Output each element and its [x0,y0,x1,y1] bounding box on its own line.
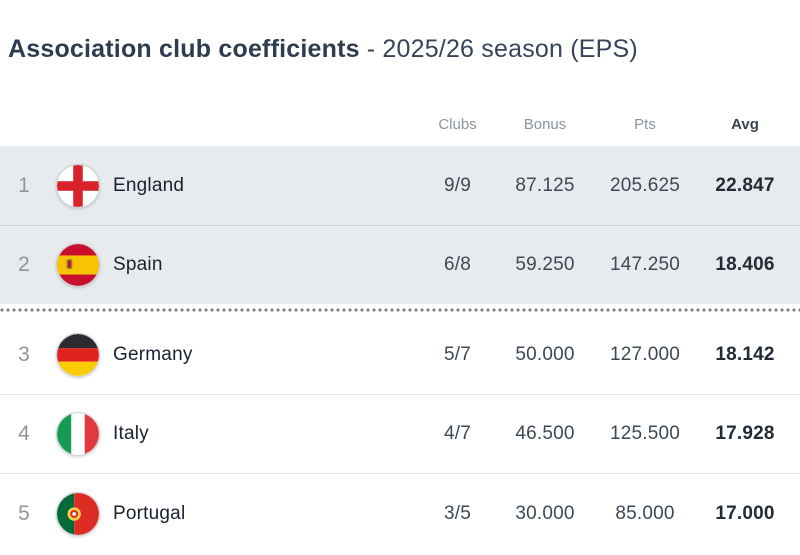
page-title: Association club coefficients - 2025/26 s… [8,34,800,64]
avg-value: 17.928 [715,423,775,444]
column-header-clubs: Clubs [438,116,477,133]
team-cell: Portugal [48,491,410,536]
rank-number: 1 [18,173,30,197]
rank-number: 3 [18,343,30,366]
clubs-value: 5/7 [443,344,471,365]
portugal-flag-icon [56,491,100,536]
bonus-value: 50.000 [515,344,575,365]
qualification-cutoff-separator [0,304,800,316]
clubs-value: 6/8 [443,254,471,275]
team-cell: Germany [48,333,410,377]
avg-value: 17.000 [715,502,775,524]
column-header-pts: Pts [634,116,656,133]
table-row[interactable]: 4 Italy 4/7 46.500 125.500 17.928 [0,395,800,474]
clubs-value: 9/9 [443,174,471,196]
pts-value: 205.625 [609,174,681,196]
page-title-season: - 2025/26 season (EPS) [366,35,638,63]
team-cell: England [48,163,410,208]
pts-value: 127.000 [609,344,681,365]
germany-flag-icon [56,333,100,377]
italy-flag-icon [56,412,100,456]
bonus-value: 87.125 [515,174,575,196]
bonus-value: 30.000 [515,502,575,524]
clubs-value: 3/5 [443,502,471,524]
page-title-main: Association club coefficients [8,35,360,63]
rank-number: 5 [18,501,30,525]
bonus-value: 46.500 [515,423,575,444]
table-row[interactable]: 3 Germany 5/7 50.000 127.000 18.142 [0,316,800,395]
country-name: England [113,174,185,196]
bonus-value: 59.250 [515,254,575,275]
table-row[interactable]: 2 Spain 6/8 59.250 147.250 18.406 [0,225,800,304]
avg-value: 18.142 [715,344,775,365]
table-header-row: Clubs Bonus Pts Avg [0,98,800,146]
team-cell: Italy [48,412,410,456]
country-name: Italy [113,423,149,444]
england-flag-icon [56,163,100,208]
column-header-bonus: Bonus [523,116,567,133]
avg-value: 22.847 [715,174,775,196]
table-row[interactable]: 5 Portugal 3/5 30.000 85.000 17.000 [0,474,800,553]
avg-value: 18.406 [715,254,775,275]
rank-number: 4 [18,422,30,445]
country-name: Spain [113,254,163,275]
pts-value: 85.000 [615,502,675,524]
pts-value: 125.500 [609,423,681,444]
country-name: Germany [113,344,193,365]
team-cell: Spain [48,243,410,287]
clubs-value: 4/7 [443,423,471,444]
rank-number: 2 [18,253,30,276]
column-header-avg: Avg [731,116,759,133]
spain-flag-icon [56,243,100,287]
pts-value: 147.250 [609,254,681,275]
country-name: Portugal [113,502,186,524]
dotted-line [0,308,800,312]
table-row[interactable]: 1 England 9/9 87.125 205.625 22.847 [0,146,800,225]
